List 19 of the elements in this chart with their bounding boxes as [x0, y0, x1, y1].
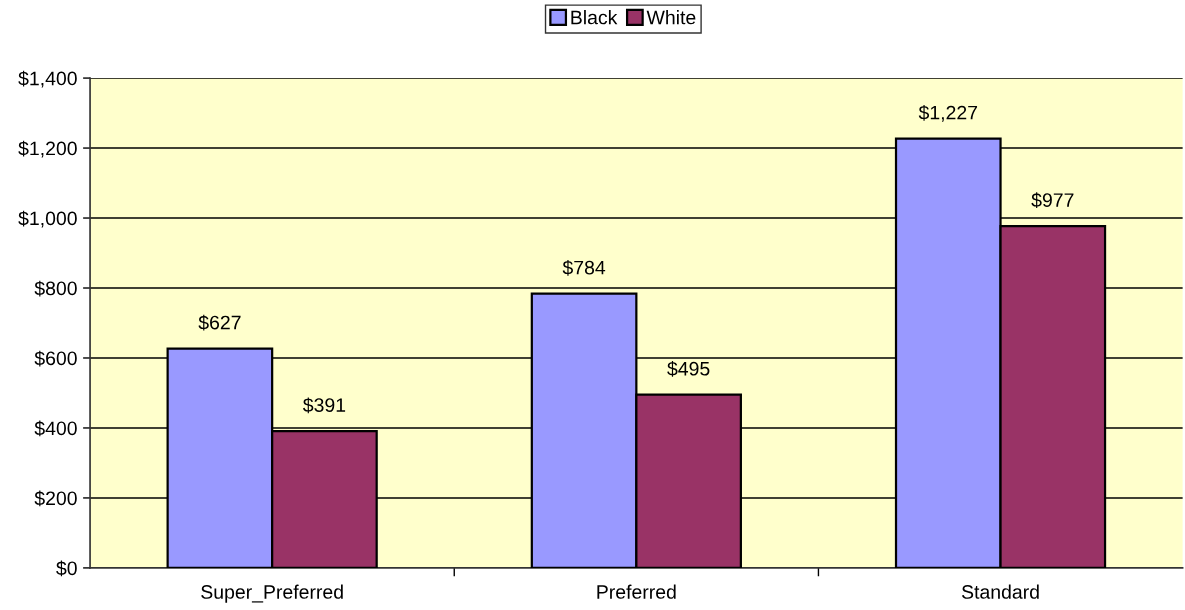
- y-tick-label: $600: [34, 350, 77, 367]
- y-tick-label: $1,000: [18, 210, 77, 228]
- data-label: $495: [667, 361, 710, 377]
- y-tick-label: $0: [56, 560, 77, 577]
- data-label: $627: [198, 314, 241, 331]
- y-tick-label: $200: [34, 490, 77, 507]
- data-label: $1,227: [918, 104, 978, 122]
- data-label: $391: [303, 397, 346, 414]
- x-tick-label: Preferred: [597, 584, 676, 599]
- x-tick-label: Super_Preferred: [201, 584, 343, 603]
- y-tick-label: $1,200: [18, 140, 77, 158]
- data-label: $784: [562, 259, 606, 276]
- y-tick-label: $800: [34, 280, 77, 297]
- legend-label: Black: [571, 10, 618, 25]
- data-label: $977: [1031, 192, 1074, 209]
- y-tick-label: $400: [34, 420, 77, 437]
- legend-label: White: [646, 10, 696, 25]
- y-tick-label: $1,400: [18, 70, 77, 88]
- x-tick-label: Standard: [961, 584, 1039, 599]
